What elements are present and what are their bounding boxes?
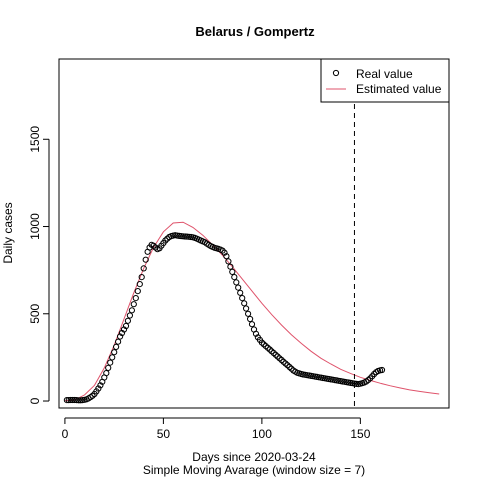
real-point: [133, 296, 138, 301]
x-tick-label: 0: [62, 427, 69, 441]
estimated-series: [65, 222, 439, 401]
x-axis: 0 50 100 150: [62, 418, 371, 441]
y-tick-label: 1500: [28, 126, 42, 153]
real-point: [116, 339, 121, 344]
real-point: [110, 355, 115, 360]
real-point: [137, 282, 142, 287]
real-point: [125, 318, 130, 323]
y-tick-label: 500: [28, 303, 42, 323]
real-point: [129, 308, 134, 313]
real-point: [244, 306, 249, 311]
plot-box: [59, 59, 449, 408]
real-series: [64, 233, 384, 403]
y-tick-label: 0: [28, 397, 42, 404]
x-axis-label: Days since 2020-03-24: [192, 450, 316, 464]
legend: Real value Estimated value: [321, 59, 449, 102]
real-point: [114, 344, 119, 349]
legend-estimated-label: Estimated value: [356, 82, 442, 96]
real-point: [131, 302, 136, 307]
x-axis-sublabel: Simple Moving Avarage (window size = 7): [143, 463, 365, 477]
legend-real-label: Real value: [356, 67, 413, 81]
chart-title: Belarus / Gompertz: [195, 24, 315, 39]
real-point: [249, 322, 254, 327]
x-tick-label: 100: [252, 427, 272, 441]
x-tick-label: 50: [157, 427, 171, 441]
y-tick-label: 1000: [28, 213, 42, 240]
real-point: [135, 289, 140, 294]
real-point: [238, 290, 243, 295]
real-point: [127, 313, 132, 318]
real-point: [242, 301, 247, 306]
estimated-line: [65, 222, 439, 401]
real-point: [232, 275, 237, 280]
real-point: [108, 360, 113, 365]
real-point: [106, 365, 111, 370]
real-point: [240, 296, 245, 301]
real-point: [230, 269, 235, 274]
real-point: [234, 280, 239, 285]
real-point: [236, 285, 241, 290]
real-point: [248, 316, 253, 321]
real-point: [246, 311, 251, 316]
x-tick-label: 150: [350, 427, 370, 441]
y-axis-label: Daily cases: [1, 202, 15, 263]
y-axis: 0 500 1000 1500: [28, 126, 49, 405]
real-point: [104, 371, 109, 376]
real-point: [112, 350, 117, 355]
